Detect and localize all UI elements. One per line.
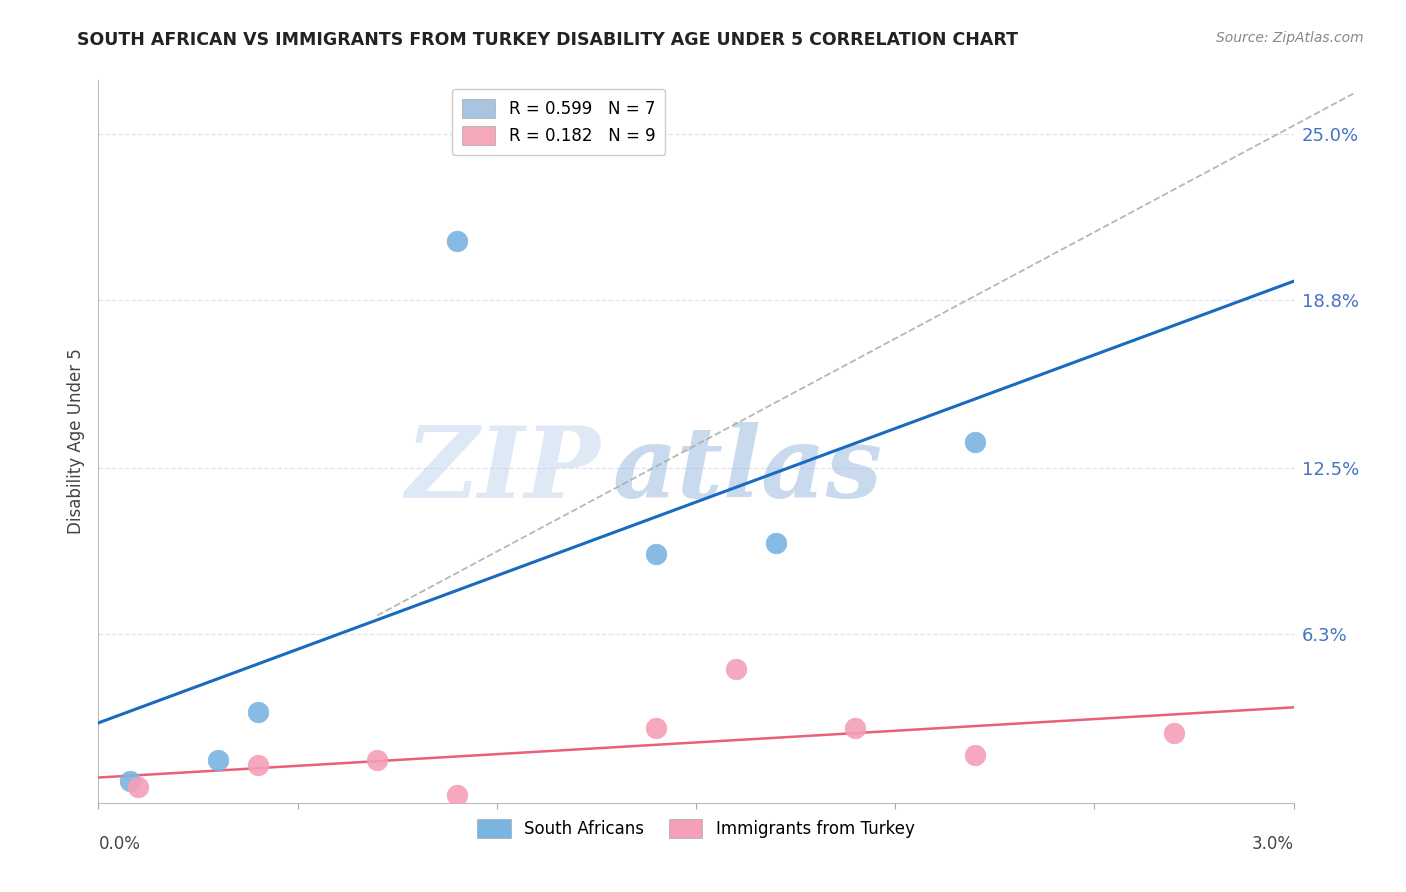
Point: [963, 747, 986, 762]
Point: [724, 662, 747, 676]
Point: [246, 758, 269, 772]
Point: [765, 536, 787, 550]
Text: SOUTH AFRICAN VS IMMIGRANTS FROM TURKEY DISABILITY AGE UNDER 5 CORRELATION CHART: SOUTH AFRICAN VS IMMIGRANTS FROM TURKEY …: [77, 31, 1018, 49]
Point: [207, 753, 229, 767]
Point: [645, 721, 668, 735]
Legend: South Africans, Immigrants from Turkey: South Africans, Immigrants from Turkey: [471, 813, 921, 845]
Y-axis label: Disability Age Under 5: Disability Age Under 5: [66, 349, 84, 534]
Point: [1163, 726, 1185, 740]
Point: [844, 721, 866, 735]
Text: Source: ZipAtlas.com: Source: ZipAtlas.com: [1216, 31, 1364, 45]
Text: 0.0%: 0.0%: [98, 835, 141, 854]
Point: [120, 774, 142, 789]
Point: [366, 753, 388, 767]
Point: [446, 234, 468, 248]
Text: ZIP: ZIP: [405, 422, 600, 518]
Point: [127, 780, 149, 794]
Point: [645, 547, 668, 561]
Point: [963, 434, 986, 449]
Point: [246, 705, 269, 719]
Text: atlas: atlas: [613, 422, 883, 518]
Text: 3.0%: 3.0%: [1251, 835, 1294, 854]
Point: [446, 788, 468, 802]
